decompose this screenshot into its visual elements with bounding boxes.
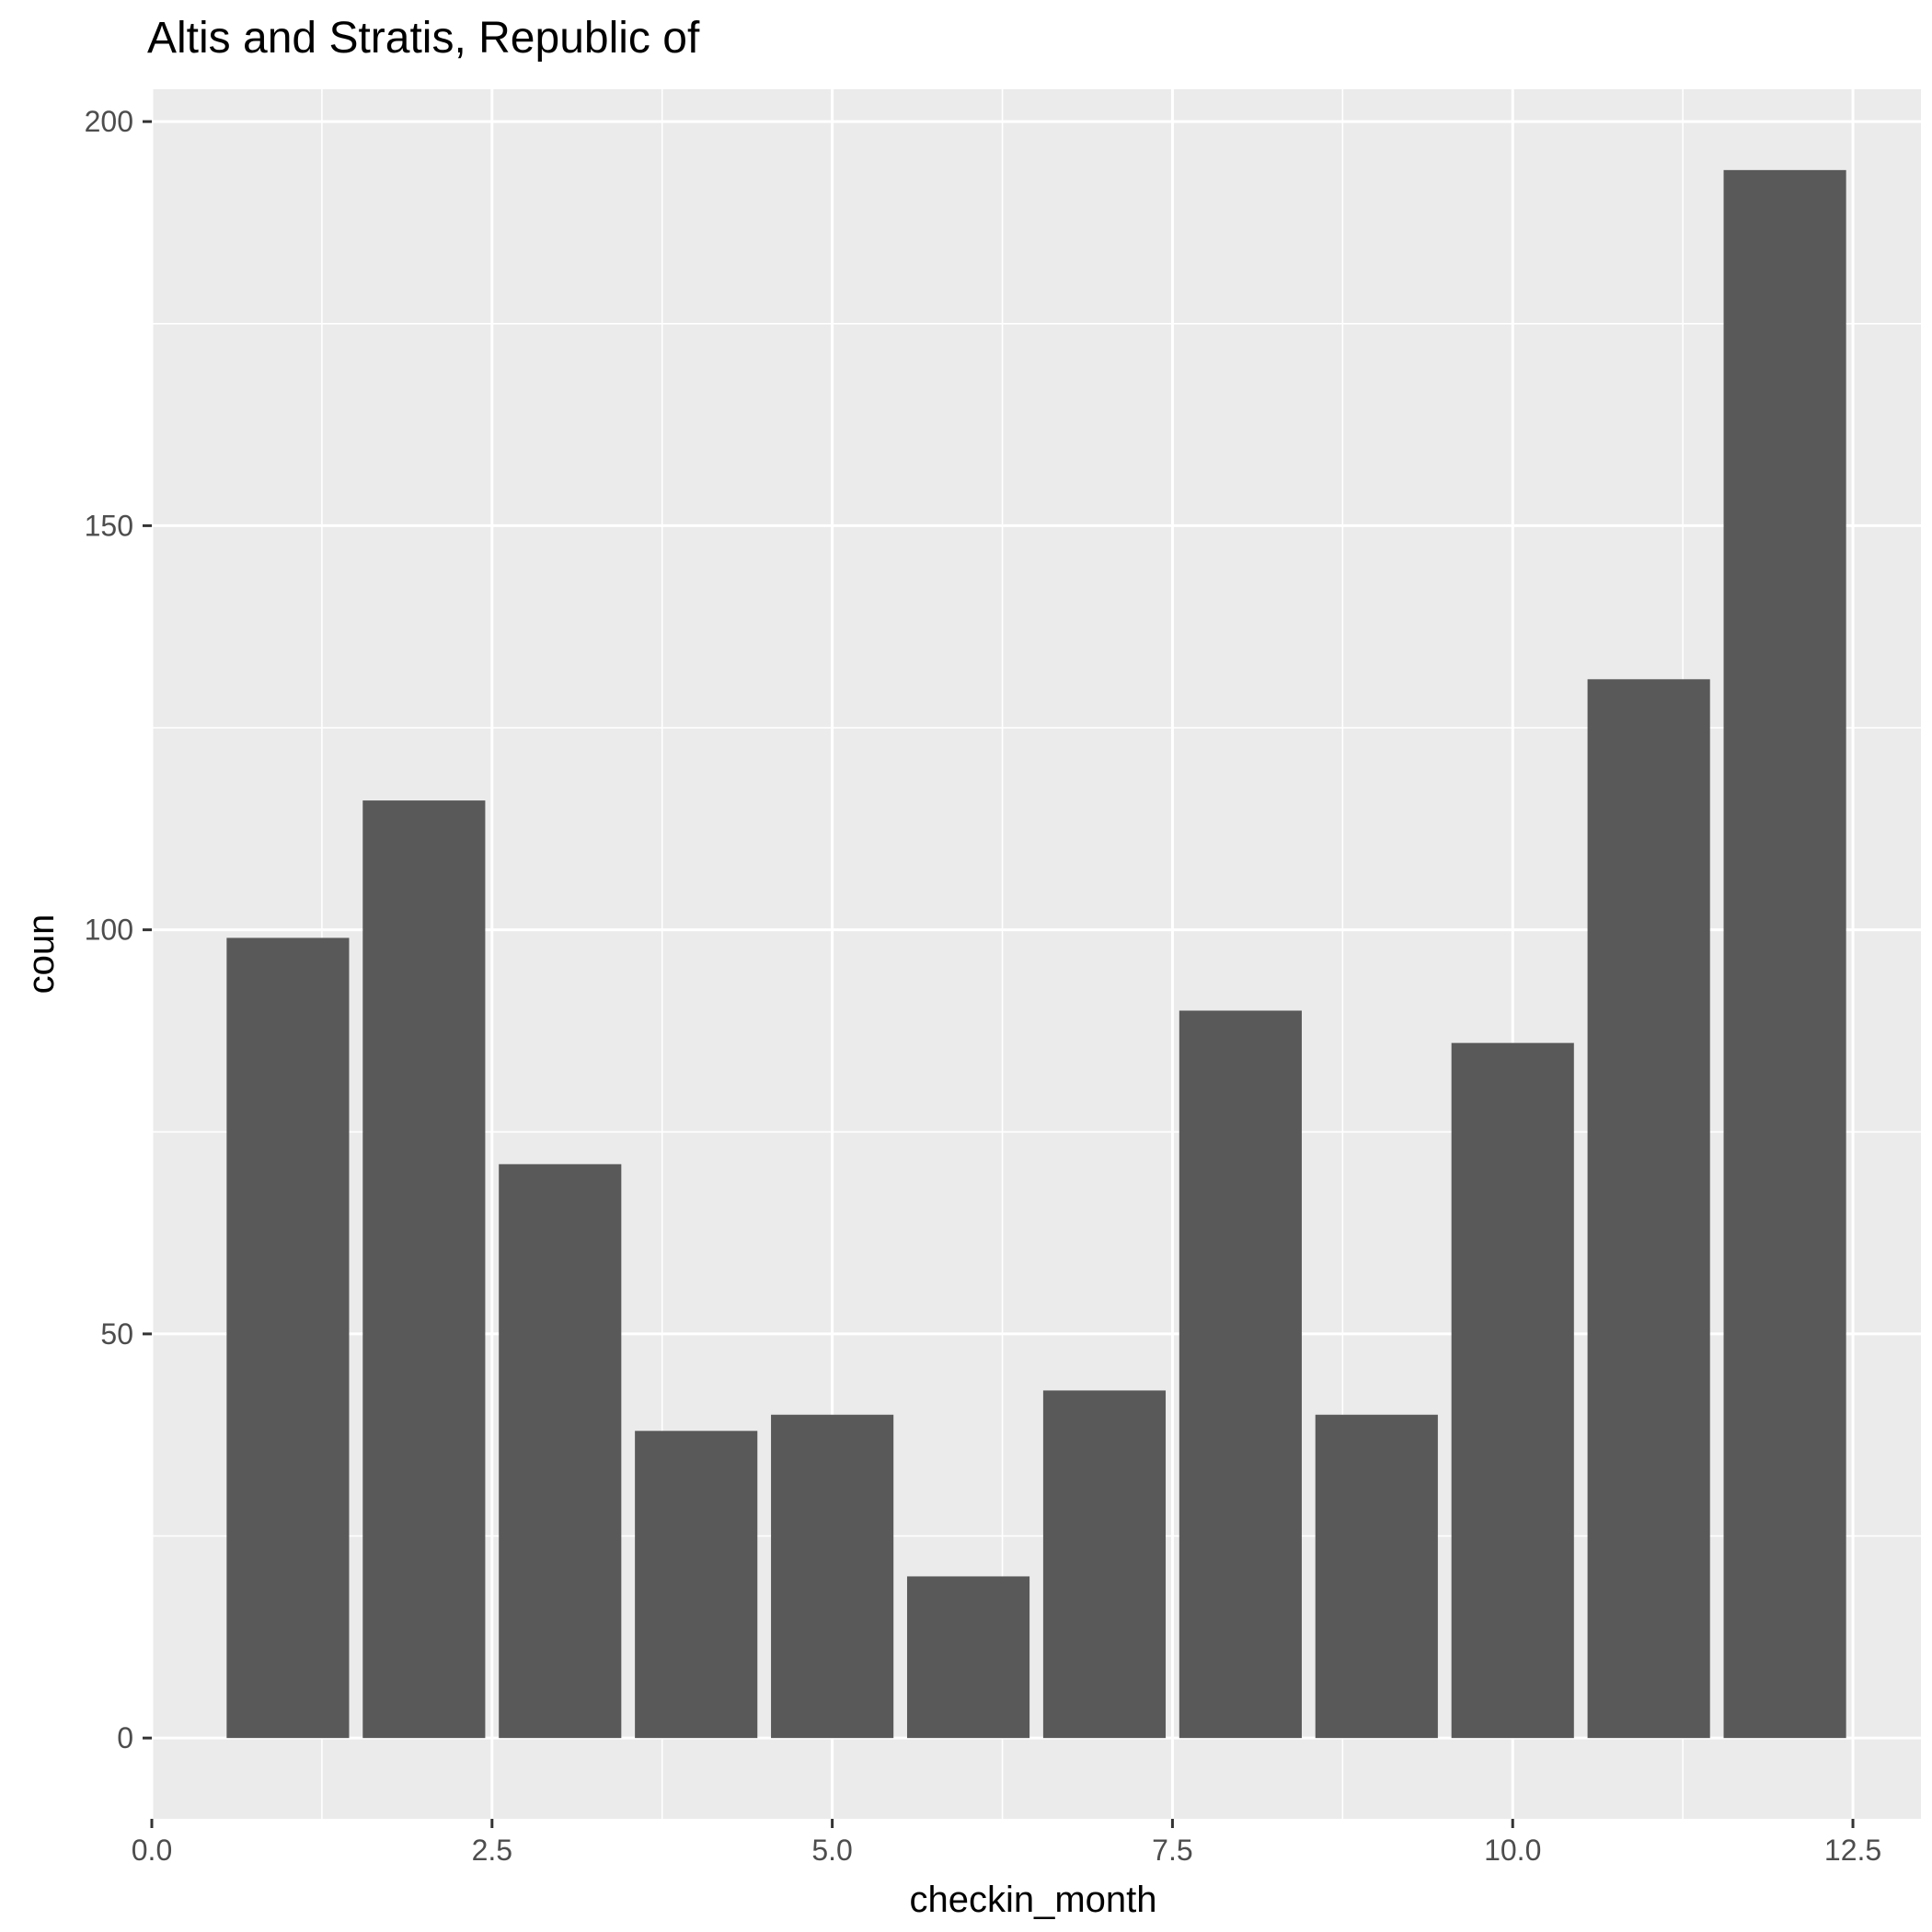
bar-month-10: [1451, 1042, 1574, 1739]
x-axis: 0.0 2.5 5.0 7.5 10.0 12.5: [132, 1819, 1881, 1867]
bars: [226, 169, 1846, 1739]
y-axis: 0 50 100 150 200: [85, 105, 152, 1754]
x-tick-label: 12.5: [1824, 1834, 1881, 1867]
bar-month-3: [499, 1164, 622, 1739]
chart-title: Altis and Stratis, Republic of: [147, 14, 700, 63]
x-tick-label: 0.0: [132, 1834, 172, 1867]
bar-month-9: [1315, 1414, 1438, 1739]
bar-month-11: [1587, 679, 1710, 1739]
x-tick-label: 5.0: [811, 1834, 852, 1867]
x-tick-label: 2.5: [472, 1834, 512, 1867]
y-tick-label: 200: [85, 105, 133, 138]
bar-month-8: [1179, 1010, 1302, 1739]
x-axis-title: checkin_month: [909, 1880, 1156, 1920]
y-tick-label: 150: [85, 509, 133, 542]
y-axis-title: coun: [21, 914, 62, 995]
bar-month-7: [1042, 1390, 1167, 1739]
bar-month-4: [635, 1431, 758, 1739]
bar-month-5: [771, 1414, 894, 1739]
y-tick-label: 100: [85, 914, 133, 947]
bar-month-6: [906, 1576, 1030, 1739]
bar-month-12: [1723, 169, 1846, 1739]
y-tick-label: 50: [100, 1317, 133, 1351]
x-tick-label: 7.5: [1152, 1834, 1192, 1867]
x-tick-label: 10.0: [1484, 1834, 1541, 1867]
bar-month-1: [226, 937, 350, 1739]
bar-month-2: [362, 800, 486, 1739]
y-tick-label: 0: [117, 1721, 133, 1754]
